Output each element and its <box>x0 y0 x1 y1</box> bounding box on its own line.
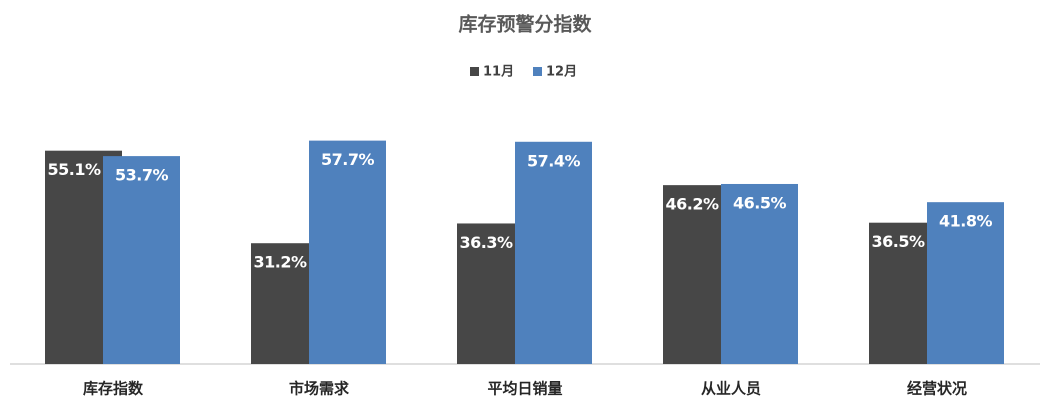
bar <box>103 156 180 364</box>
value-label: 55.1% <box>47 160 100 179</box>
value-label: 31.2% <box>253 253 306 272</box>
bar <box>927 202 1004 364</box>
legend-label: 12月 <box>546 65 577 80</box>
value-label: 36.3% <box>459 233 512 252</box>
value-label: 57.7% <box>321 150 374 169</box>
value-label: 41.8% <box>939 212 992 231</box>
value-label: 46.2% <box>665 195 718 214</box>
bar <box>309 140 386 364</box>
bar <box>515 141 592 364</box>
chart-title: 库存预警分指数 <box>458 13 592 36</box>
x-tick-label: 平均日销量 <box>487 380 562 398</box>
bar <box>721 183 798 364</box>
x-tick-label: 从业人员 <box>701 380 761 398</box>
x-tick-label: 经营状况 <box>907 380 967 398</box>
x-tick-label: 市场需求 <box>289 380 350 398</box>
value-label: 46.5% <box>733 193 786 212</box>
value-label: 53.7% <box>115 166 168 185</box>
legend-swatch <box>470 67 479 76</box>
value-label: 36.5% <box>871 232 924 251</box>
legend-label: 11月 <box>483 65 514 80</box>
legend-swatch <box>533 67 542 76</box>
x-tick-label: 库存指数 <box>83 380 144 398</box>
value-label: 57.4% <box>527 151 580 170</box>
